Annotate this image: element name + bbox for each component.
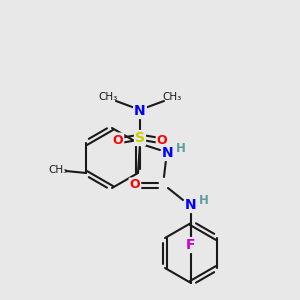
Text: O: O bbox=[113, 134, 123, 146]
Text: CH₃: CH₃ bbox=[98, 92, 118, 102]
Text: F: F bbox=[186, 238, 196, 252]
Text: N: N bbox=[162, 146, 174, 160]
Text: O: O bbox=[130, 178, 140, 191]
Text: N: N bbox=[134, 104, 146, 118]
Text: CH₃: CH₃ bbox=[162, 92, 182, 102]
Text: O: O bbox=[157, 134, 167, 146]
Text: S: S bbox=[135, 131, 145, 145]
Text: N: N bbox=[185, 198, 197, 212]
Text: CH₃: CH₃ bbox=[48, 165, 68, 175]
Text: H: H bbox=[176, 142, 186, 154]
Text: H: H bbox=[199, 194, 209, 206]
